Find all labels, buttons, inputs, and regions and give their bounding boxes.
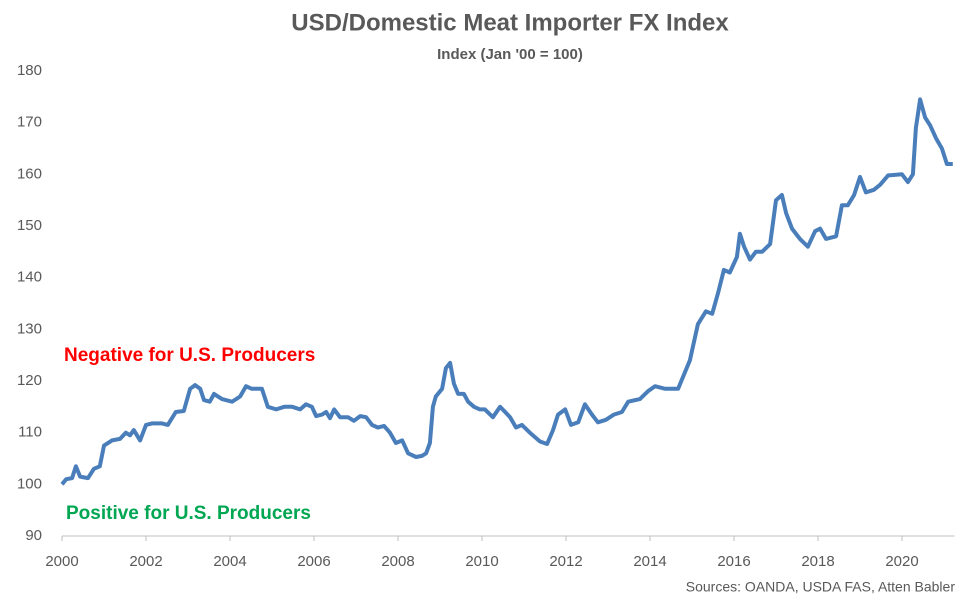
y-tick-label: 140 (17, 269, 42, 286)
chart-subtitle: Index (Jan '00 = 100) (437, 46, 583, 63)
annotation: Negative for U.S. Producers (64, 345, 315, 366)
y-tick-label: 170 (17, 114, 42, 131)
y-tick-label: 100 (17, 475, 42, 492)
x-tick-label: 2010 (465, 553, 498, 570)
x-tick-label: 2018 (801, 553, 834, 570)
y-tick-label: 180 (17, 62, 42, 79)
y-tick-label: 150 (17, 217, 42, 234)
y-tick-label: 130 (17, 320, 42, 337)
x-tick-label: 2000 (45, 553, 78, 570)
y-tick-label: 160 (17, 165, 42, 182)
x-tick-label: 2012 (549, 553, 582, 570)
x-tick-label: 2016 (717, 553, 750, 570)
x-tick-label: 2020 (885, 553, 918, 570)
data-line (60, 97, 953, 486)
chart-title: USD/Domestic Meat Importer FX Index (291, 9, 729, 36)
x-tick-label: 2014 (633, 553, 666, 570)
x-tick-label: 2006 (297, 553, 330, 570)
annotation: Positive for U.S. Producers (66, 503, 311, 524)
x-tick-label: 2008 (381, 553, 414, 570)
y-tick-label: 120 (17, 372, 42, 389)
source-note: Sources: OANDA, USDA FAS, Atten Babler (686, 579, 956, 595)
x-tick-label: 2002 (129, 553, 162, 570)
y-tick-label: 110 (18, 424, 42, 441)
y-tick-label: 90 (25, 527, 42, 544)
x-tick-label: 2004 (213, 553, 246, 570)
